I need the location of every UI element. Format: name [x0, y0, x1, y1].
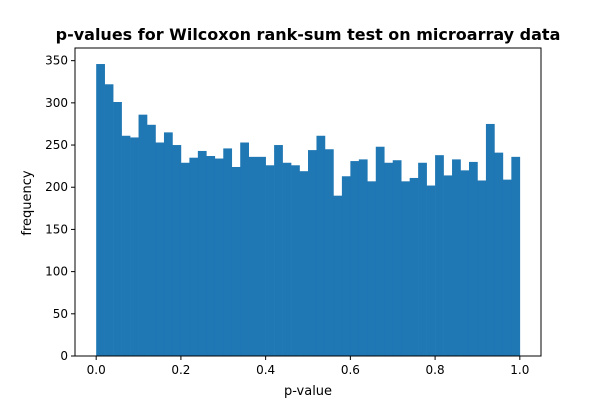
histogram-bar [299, 171, 309, 356]
x-tick-label: 0.6 [341, 363, 360, 377]
y-tick-label: 250 [45, 138, 68, 152]
histogram-bar [155, 142, 165, 356]
histogram-bar [358, 159, 368, 356]
histogram-bar [104, 84, 114, 356]
histogram-bar [384, 162, 394, 356]
histogram-bar [452, 159, 461, 356]
histogram-bar [341, 176, 351, 356]
histogram-bar [485, 123, 495, 356]
x-axis-ticks: 0.0 0.2 0.4 0.6 0.8 1.0 [87, 356, 529, 377]
histogram-bar [130, 137, 139, 356]
histogram-bar [147, 124, 156, 357]
histogram-bar [511, 156, 521, 356]
chart-title: p-values for Wilcoxon rank-sum test on m… [56, 25, 561, 44]
x-tick-label: 0.2 [171, 363, 190, 377]
y-tick-label: 200 [45, 180, 68, 194]
histogram-bar [214, 158, 224, 356]
histogram-bar [477, 180, 487, 356]
plot-frame [74, 47, 542, 357]
y-tick-label: 50 [53, 307, 68, 321]
histogram-bar [138, 114, 148, 356]
histogram-bar [189, 157, 199, 356]
histogram-bar [409, 177, 419, 356]
x-tick-label: 0.4 [256, 363, 275, 377]
y-axis-label: frequency [20, 170, 35, 236]
histogram-bar [316, 135, 326, 356]
histogram-bar [333, 195, 343, 356]
histogram-bar [392, 160, 402, 356]
y-axis-ticks: 0 50 100 150 200 250 300 350 [45, 54, 75, 363]
x-axis-label: p-value [284, 384, 332, 399]
histogram-bar [265, 165, 275, 356]
histogram-bar [367, 181, 377, 356]
histogram-bar [121, 135, 131, 356]
y-tick-label: 150 [45, 222, 68, 236]
histogram-bar [172, 145, 182, 356]
histogram-bar [460, 170, 470, 356]
histogram-bar [308, 150, 317, 356]
histogram-bar [180, 162, 190, 356]
histogram-bar [418, 162, 427, 356]
histogram-bar [274, 145, 283, 356]
histogram-bar [468, 161, 478, 356]
histogram-bar [240, 142, 249, 356]
x-tick-label: 0.8 [426, 363, 445, 377]
histogram-bar [443, 175, 453, 356]
histogram-bar [257, 156, 266, 356]
y-tick-label: 300 [45, 96, 68, 110]
histogram-bar [96, 64, 105, 357]
histogram-bar [163, 132, 173, 356]
histogram-bar [324, 149, 334, 356]
histogram-bar [435, 155, 444, 356]
x-tick-label: 0.0 [87, 363, 106, 377]
histogram-bar [426, 185, 436, 356]
histogram-bar [375, 146, 385, 356]
histogram-bar [401, 181, 410, 356]
histogram-bar [223, 148, 233, 356]
bars-group [96, 64, 521, 357]
histogram-bar [494, 152, 504, 356]
histogram-bar [502, 179, 512, 356]
histogram-bar [350, 161, 360, 356]
histogram-bar [206, 156, 216, 356]
histogram-bar [231, 166, 241, 356]
histogram-bar [113, 102, 122, 356]
y-tick-label: 0 [60, 349, 68, 363]
histogram-bar [248, 156, 258, 356]
histogram-bar [291, 165, 300, 356]
x-tick-label: 1.0 [510, 363, 529, 377]
histogram-bar [282, 162, 292, 356]
y-tick-label: 350 [45, 54, 68, 68]
histogram-bar [197, 150, 207, 356]
y-tick-label: 100 [45, 265, 68, 279]
